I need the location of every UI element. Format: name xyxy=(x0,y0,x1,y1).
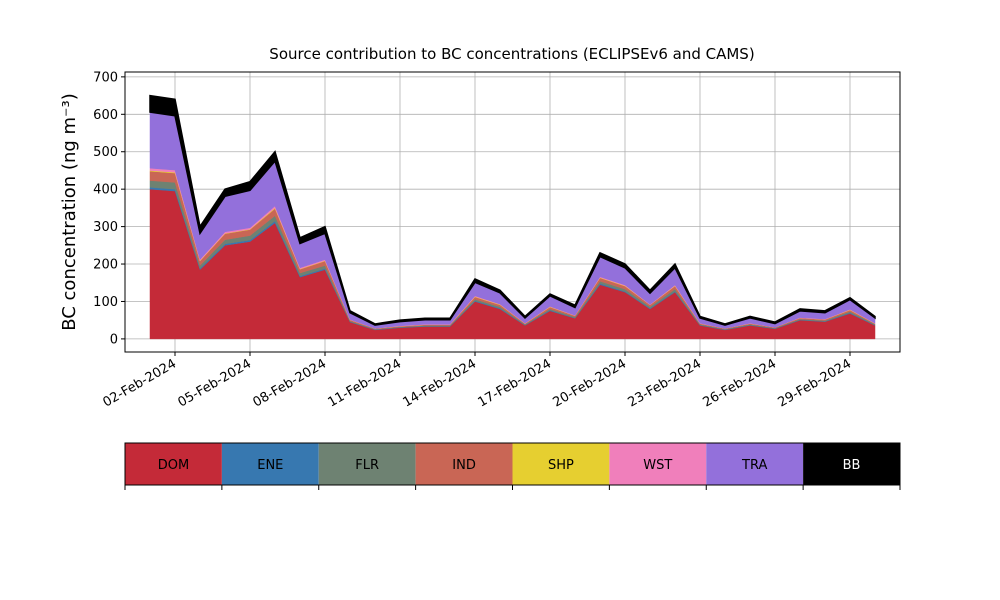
legend-label: DOM xyxy=(158,458,189,473)
legend-swatch xyxy=(803,443,900,485)
legend-label: BB xyxy=(843,458,861,473)
y-tick-label: 600 xyxy=(93,108,118,123)
y-axis-label: BC concentration (ng m⁻³) xyxy=(59,93,80,331)
x-tick-label: 29-Feb-2024 xyxy=(775,356,854,410)
x-tick-label: 14-Feb-2024 xyxy=(400,356,479,410)
y-tick-label: 0 xyxy=(110,332,118,347)
area-bb xyxy=(149,94,876,326)
legend-label: FLR xyxy=(355,458,379,473)
x-tick-label: 08-Feb-2024 xyxy=(250,356,329,410)
x-tick-label: 05-Feb-2024 xyxy=(175,356,254,410)
legend-swatch xyxy=(512,443,610,485)
y-tick-label: 400 xyxy=(93,183,118,198)
x-tick-label: 20-Feb-2024 xyxy=(550,356,629,410)
x-tick-label: 26-Feb-2024 xyxy=(700,356,779,410)
legend-label: WST xyxy=(643,458,672,473)
legend-swatch xyxy=(415,443,513,485)
x-tick-label: 17-Feb-2024 xyxy=(475,356,554,410)
legend-swatch xyxy=(221,443,319,485)
y-tick-label: 300 xyxy=(93,220,118,235)
x-tick-label: 02-Feb-2024 xyxy=(100,356,179,410)
chart-title: Source contribution to BC concentrations… xyxy=(269,45,754,63)
legend-swatch xyxy=(125,443,222,485)
legend-label: TRA xyxy=(741,458,767,473)
y-tick-label: 700 xyxy=(93,70,118,85)
x-tick-label: 23-Feb-2024 xyxy=(625,356,704,410)
legend-label: SHP xyxy=(548,458,574,473)
legend-swatch xyxy=(318,443,416,485)
legend-swatch xyxy=(609,443,707,485)
legend-label: ENE xyxy=(257,458,283,473)
legend-swatch xyxy=(706,443,804,485)
y-tick-label: 100 xyxy=(93,295,118,310)
legend-frame xyxy=(124,442,901,486)
y-tick-label: 200 xyxy=(93,258,118,273)
y-tick-label: 500 xyxy=(93,145,118,160)
legend-label: IND xyxy=(452,458,476,473)
plot-frame xyxy=(124,71,901,353)
x-tick-label: 11-Feb-2024 xyxy=(325,356,404,410)
